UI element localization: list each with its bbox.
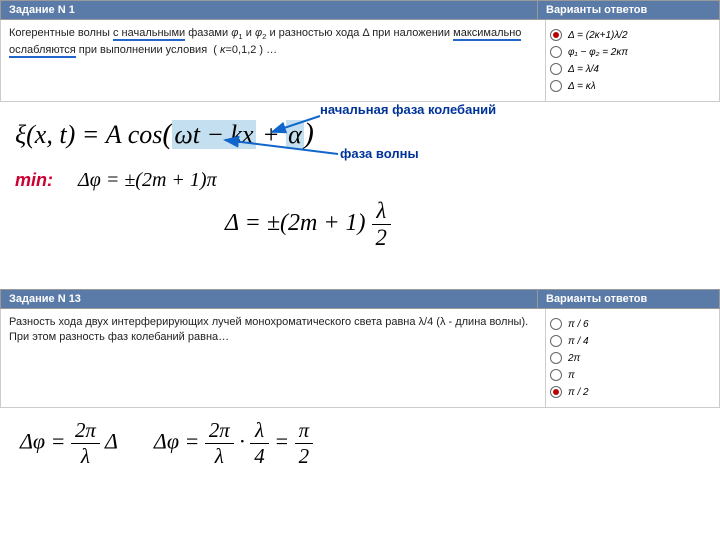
opt-label: 2π [568, 353, 580, 364]
bottom-eq-1: Δφ = 2πλ Δ [20, 418, 118, 469]
task2-option-4[interactable]: π / 2 [550, 386, 715, 398]
label-wave-phase: фаза волны [340, 146, 419, 161]
min-row: min: Δφ = ±(2m + 1)π [15, 169, 705, 192]
task2-title: Задание N 13 [0, 289, 538, 309]
label-initial-phase: начальная фаза колебаний [320, 102, 496, 117]
task2-option-0[interactable]: π / 6 [550, 318, 715, 330]
task1-title: Задание N 1 [0, 0, 538, 20]
opt-label: π / 2 [568, 387, 589, 398]
opt-label: π / 6 [568, 319, 589, 330]
task1-question: Когерентные волны с начальными фазами φ1… [0, 20, 546, 102]
task2-options: π / 6 π / 4 2π π π / 2 [546, 309, 720, 408]
min-eq-2: Δ = ±(2m + 1) λ2 [225, 198, 705, 251]
opt-label: π [568, 370, 575, 381]
task2-answers-title: Варианты ответов [538, 289, 720, 309]
formula-area: ξ(x, t) = A cos(ωt − kx + α) начальная ф… [0, 106, 720, 289]
min-eq-1: Δφ = ±(2m + 1)π [78, 169, 217, 191]
opt-label: Δ = λ/4 [568, 64, 599, 75]
task1-options: Δ = (2κ+1)λ/2 φ₁ − φ₂ = 2κπ Δ = λ/4 Δ = … [546, 20, 720, 102]
task-1: Задание N 1 Варианты ответов Когерентные… [0, 0, 720, 102]
task1-content: Когерентные волны с начальными фазами φ1… [0, 20, 720, 102]
task1-option-0[interactable]: Δ = (2κ+1)λ/2 [550, 29, 715, 41]
task2-content: Разность хода двух интерферирующих лучей… [0, 309, 720, 408]
task2-header: Задание N 13 Варианты ответов [0, 289, 720, 309]
task1-option-2[interactable]: Δ = λ/4 [550, 63, 715, 75]
task1-answers-title: Варианты ответов [538, 0, 720, 20]
task2-question: Разность хода двух интерферирующих лучей… [0, 309, 546, 408]
task2-option-1[interactable]: π / 4 [550, 335, 715, 347]
bottom-derivation: Δφ = 2πλ Δ Δφ = 2πλ · λ4 = π2 [0, 412, 720, 475]
task2-option-2[interactable]: 2π [550, 352, 715, 364]
task1-option-3[interactable]: Δ = κλ [550, 80, 715, 92]
task-2: Задание N 13 Варианты ответов Разность х… [0, 289, 720, 408]
task1-header: Задание N 1 Варианты ответов [0, 0, 720, 20]
opt-label: Δ = κλ [568, 81, 596, 92]
task1-option-1[interactable]: φ₁ − φ₂ = 2κπ [550, 46, 715, 58]
min-label: min: [15, 170, 53, 190]
opt-label: π / 4 [568, 336, 589, 347]
opt-label: φ₁ − φ₂ = 2κπ [568, 47, 628, 58]
opt-label: Δ = (2κ+1)λ/2 [568, 30, 628, 41]
bottom-eq-2: Δφ = 2πλ · λ4 = π2 [154, 418, 313, 469]
task2-option-3[interactable]: π [550, 369, 715, 381]
